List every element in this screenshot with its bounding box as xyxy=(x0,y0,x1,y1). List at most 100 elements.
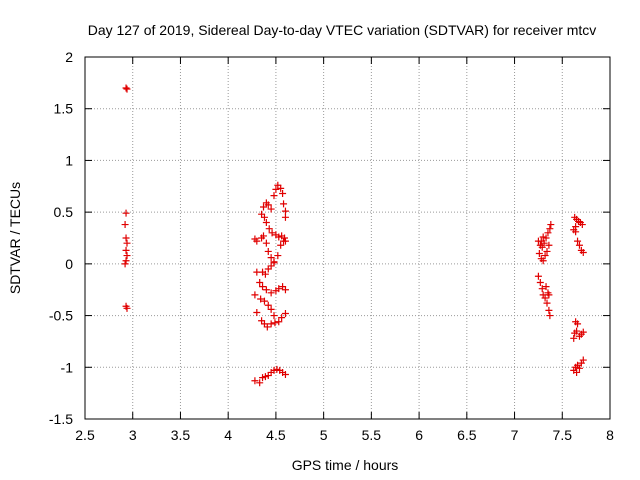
data-point xyxy=(262,218,270,226)
data-point xyxy=(572,228,580,236)
x-tick-label: 4.5 xyxy=(266,427,286,443)
plot-frame xyxy=(84,56,611,420)
data-point xyxy=(253,268,261,276)
data-point xyxy=(281,213,289,221)
data-point xyxy=(121,221,129,229)
data-point xyxy=(575,241,583,249)
data-point xyxy=(262,286,270,294)
x-tick-labels: 2.5 3 3.5 4 4.5 5 5.5 6 6.5 7 7.5 8 xyxy=(75,427,614,443)
data-point xyxy=(122,84,130,92)
data-point xyxy=(281,237,289,245)
data-point xyxy=(267,320,275,328)
axis-ticks xyxy=(84,56,611,420)
data-point xyxy=(253,237,261,245)
data-point xyxy=(543,299,551,307)
data-point xyxy=(536,278,544,286)
data-point xyxy=(280,200,288,208)
data-point xyxy=(545,241,553,249)
data-point xyxy=(537,237,545,245)
data-point xyxy=(541,252,549,260)
data-point xyxy=(265,225,273,233)
x-axis-label: GPS time / hours xyxy=(292,457,399,473)
x-tick-label: 2.5 xyxy=(75,427,95,443)
data-point xyxy=(262,239,270,247)
x-tick-label: 7 xyxy=(511,427,519,443)
data-point xyxy=(281,371,289,379)
data-point xyxy=(253,308,261,316)
data-point xyxy=(263,323,271,331)
data-point xyxy=(267,205,275,213)
data-point xyxy=(267,289,275,297)
data-point xyxy=(272,185,280,193)
data-point xyxy=(259,283,267,291)
data-point xyxy=(279,190,287,198)
data-point xyxy=(277,241,285,249)
x-tick-label: 4 xyxy=(224,427,232,443)
data-point xyxy=(121,260,129,268)
data-point xyxy=(123,85,131,93)
data-point xyxy=(534,272,542,280)
y-tick-label: -1.5 xyxy=(49,411,73,427)
data-point xyxy=(281,234,288,242)
data-point xyxy=(543,247,551,255)
x-tick-label: 5 xyxy=(320,427,328,443)
data-point xyxy=(535,250,543,258)
data-point xyxy=(278,314,286,322)
data-point xyxy=(539,257,547,265)
data-point xyxy=(539,233,547,241)
data-point xyxy=(267,305,275,313)
grid xyxy=(85,57,610,419)
data-point xyxy=(574,237,582,245)
y-tick-label: 1.5 xyxy=(54,101,74,117)
data-point xyxy=(256,278,264,286)
y-tick-label: -1 xyxy=(61,359,74,375)
data-point xyxy=(281,286,289,294)
data-point xyxy=(122,246,130,254)
data-point xyxy=(277,184,285,192)
data-point xyxy=(268,229,276,237)
data-point xyxy=(574,320,582,328)
y-tick-label: 0 xyxy=(65,256,73,272)
data-point xyxy=(264,301,272,309)
x-tick-label: 3 xyxy=(129,427,137,443)
data-point xyxy=(579,328,587,336)
x-tick-label: 6 xyxy=(415,427,423,443)
data-points xyxy=(121,84,587,387)
data-point xyxy=(275,285,283,293)
data-point xyxy=(123,252,131,260)
data-point xyxy=(541,294,549,302)
data-point xyxy=(264,247,272,255)
data-point xyxy=(281,310,289,318)
y-tick-label: -0.5 xyxy=(49,308,73,324)
data-point xyxy=(538,243,546,251)
data-point xyxy=(251,377,259,385)
data-point xyxy=(545,306,553,314)
x-tick-label: 8 xyxy=(606,427,614,443)
data-point xyxy=(579,248,587,256)
data-point xyxy=(275,318,283,326)
data-point xyxy=(260,232,267,240)
data-point xyxy=(122,257,130,265)
x-tick-label: 5.5 xyxy=(362,427,382,443)
y-tick-label: 2 xyxy=(65,49,73,65)
data-point xyxy=(270,312,278,320)
data-point xyxy=(545,291,553,299)
chart-title: Day 127 of 2019, Sidereal Day-to-day VTE… xyxy=(88,22,597,38)
data-point xyxy=(257,295,265,303)
x-tick-label: 6.5 xyxy=(457,427,477,443)
data-point xyxy=(546,225,554,233)
data-point xyxy=(546,312,554,320)
data-point xyxy=(538,285,546,293)
y-tick-label: 1 xyxy=(65,152,73,168)
y-axis-label: SDTVAR / TECUs xyxy=(7,182,23,294)
x-tick-label: 7.5 xyxy=(553,427,573,443)
data-point xyxy=(122,234,130,242)
data-point xyxy=(260,297,268,305)
data-point xyxy=(270,192,278,200)
data-point xyxy=(274,252,282,260)
data-point xyxy=(122,209,130,217)
data-point xyxy=(261,270,269,278)
data-point xyxy=(281,207,289,215)
data-point xyxy=(260,213,268,221)
y-tick-label: 0.5 xyxy=(54,204,74,220)
